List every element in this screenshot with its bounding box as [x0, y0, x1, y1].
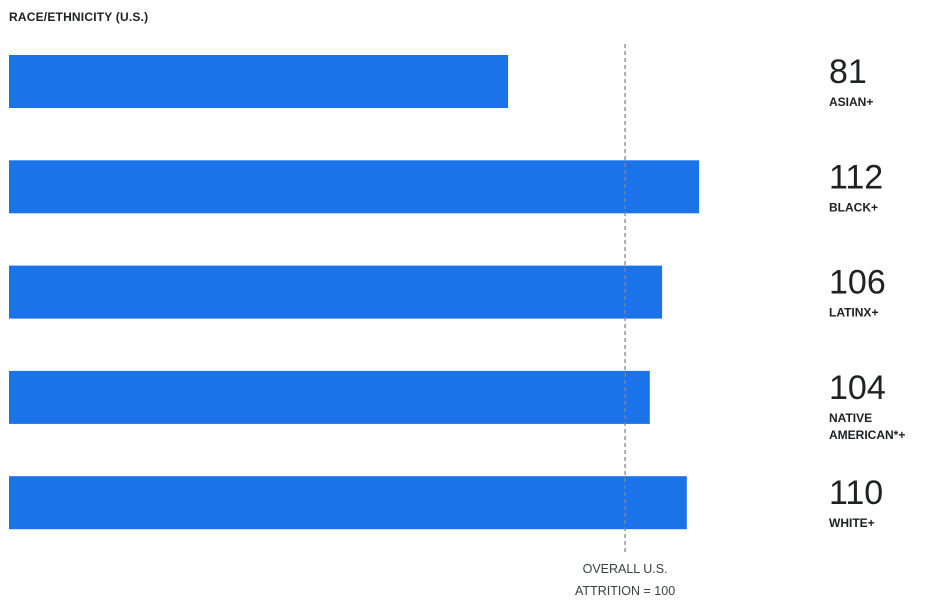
- bar-native-american: [9, 371, 650, 424]
- category-label-native-american: NATIVE AMERICAN*+: [829, 411, 905, 442]
- category-label-asian: ASIAN+: [829, 95, 873, 109]
- value-label-white: 110: [829, 474, 883, 512]
- bar-black: [9, 160, 699, 213]
- bar-white: [9, 476, 687, 529]
- bar-latinx: [9, 266, 662, 319]
- value-label-latinx: 106: [829, 264, 886, 302]
- bars-layer: [9, 55, 699, 529]
- category-label-white: WHITE+: [829, 516, 875, 530]
- category-label-black: BLACK+: [829, 200, 878, 214]
- category-label-latinx: LATINX+: [829, 306, 878, 320]
- value-label-black: 112: [829, 158, 883, 196]
- value-label-native-american: 104: [829, 369, 886, 407]
- bar-asian: [9, 55, 508, 108]
- value-label-asian: 81: [829, 53, 867, 91]
- reference-line-label: OVERALL U.S. ATTRITION = 100: [575, 562, 675, 598]
